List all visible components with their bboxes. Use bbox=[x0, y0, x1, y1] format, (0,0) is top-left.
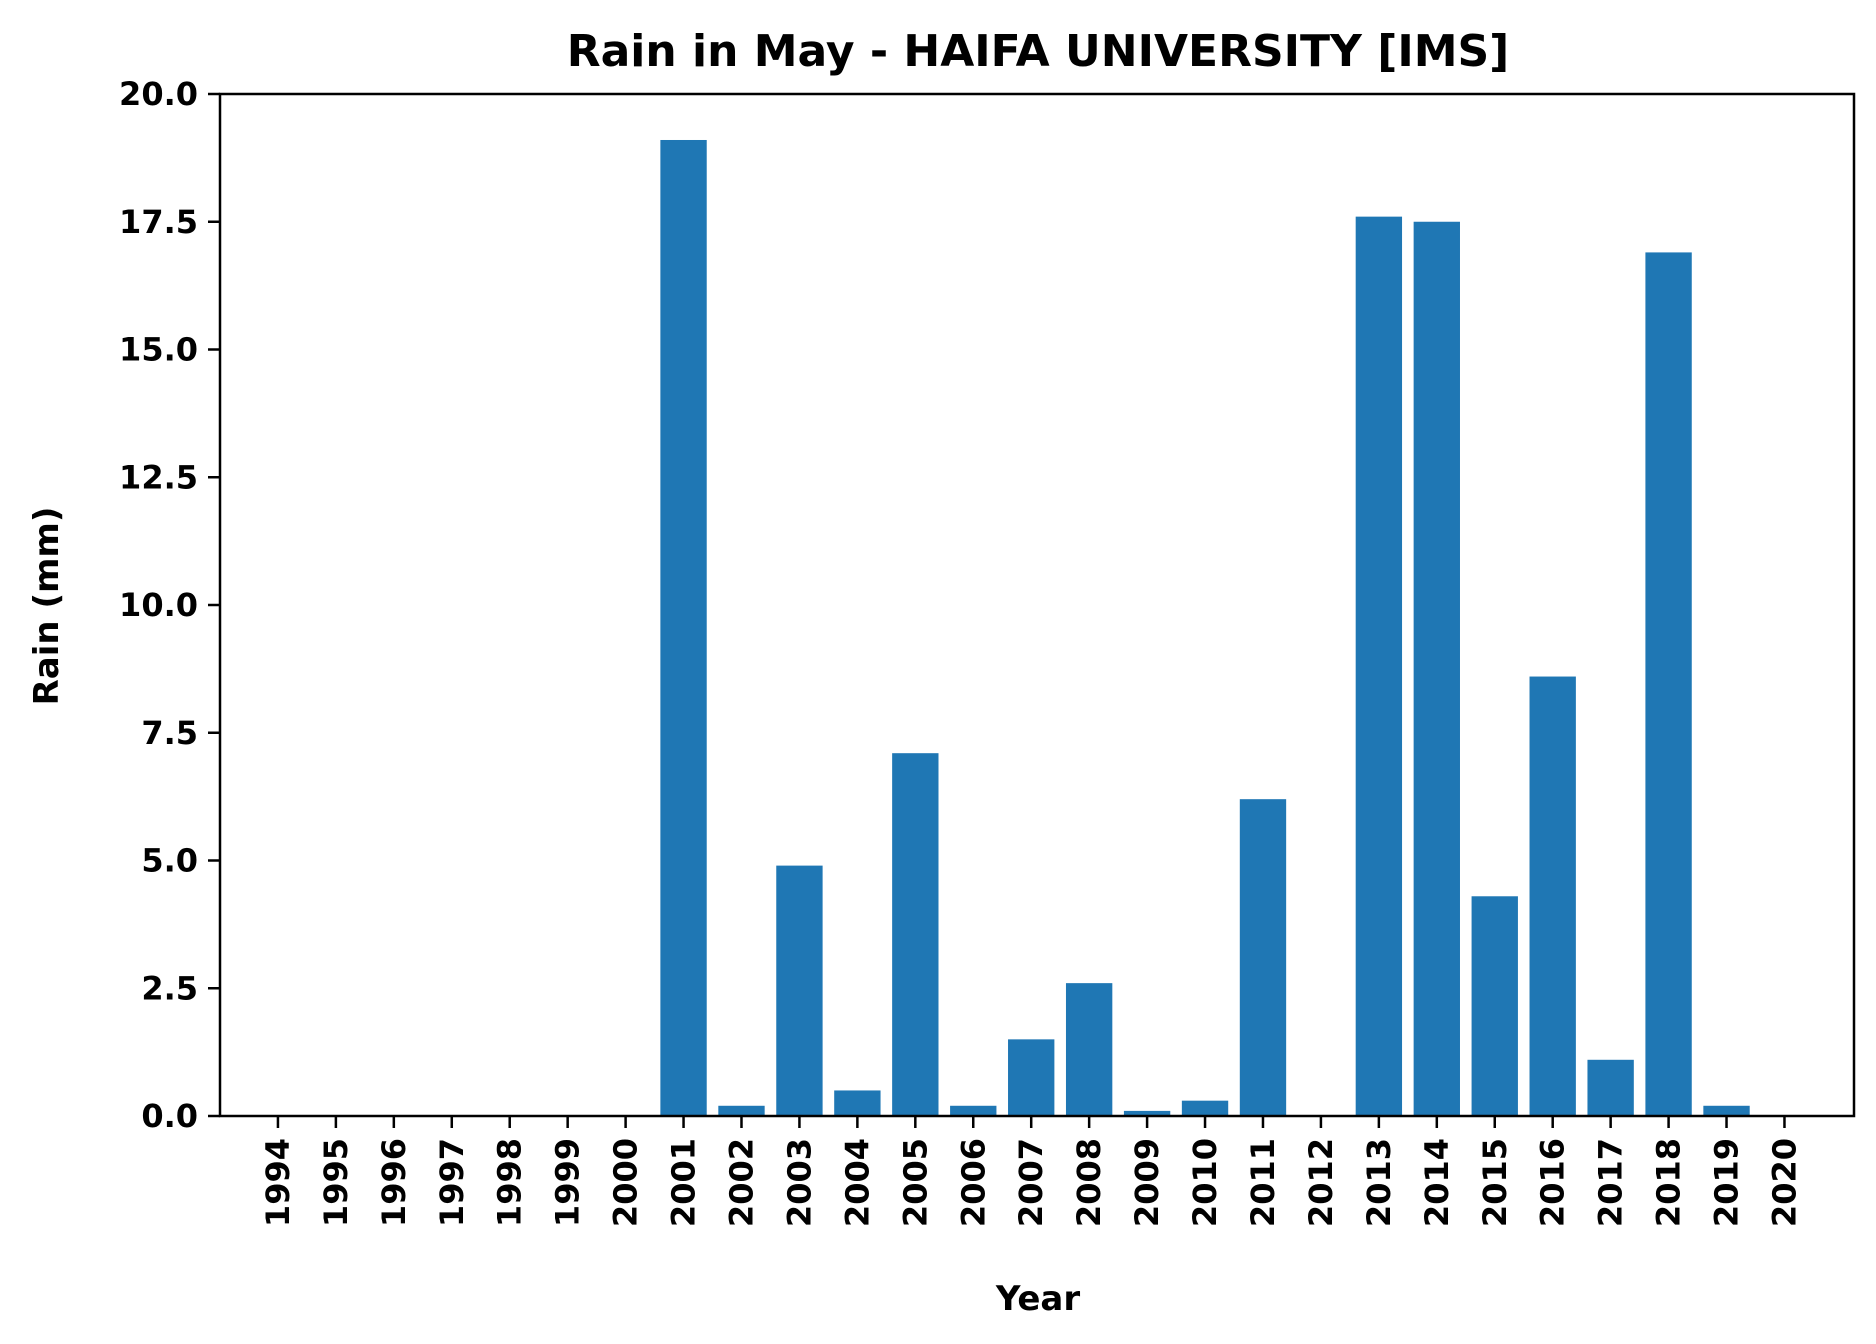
y-tick-label: 10.0 bbox=[119, 586, 198, 624]
plot-frame bbox=[218, 92, 1856, 1118]
x-tick-label: 2007 bbox=[1012, 1138, 1050, 1227]
x-tick-label: 2018 bbox=[1650, 1138, 1688, 1227]
chart-title: Rain in May - HAIFA UNIVERSITY [IMS] bbox=[567, 26, 1510, 77]
y-tick-label: 5.0 bbox=[141, 842, 198, 880]
x-tick-label: 2005 bbox=[896, 1138, 934, 1227]
x-tick-label: 2019 bbox=[1708, 1138, 1746, 1227]
y-tick-label: 12.5 bbox=[119, 458, 198, 496]
x-axis-label: Year bbox=[995, 1279, 1081, 1319]
x-tick-label: 2015 bbox=[1476, 1138, 1514, 1227]
x-tick-label: 2006 bbox=[954, 1138, 992, 1227]
bar-2009 bbox=[1123, 1110, 1171, 1116]
bar-2013 bbox=[1355, 216, 1403, 1116]
x-tick-label: 2002 bbox=[722, 1138, 760, 1227]
bar-2001 bbox=[660, 139, 707, 1117]
x-tick-label: 2003 bbox=[780, 1138, 818, 1227]
x-tick-label: 1996 bbox=[375, 1138, 413, 1227]
x-tick-label: 2016 bbox=[1534, 1138, 1572, 1227]
x-tick-label: 2008 bbox=[1070, 1138, 1108, 1227]
bar-2016 bbox=[1529, 676, 1576, 1116]
x-tick-label: 1994 bbox=[259, 1138, 297, 1227]
x-tick-label: 2004 bbox=[838, 1138, 876, 1227]
y-axis-label: Rain (mm) bbox=[27, 507, 67, 706]
x-tick-label: 2014 bbox=[1418, 1138, 1456, 1227]
x-tick-label: 1999 bbox=[549, 1138, 587, 1227]
x-tick-label: 2013 bbox=[1360, 1138, 1398, 1227]
y-tick-label: 20.0 bbox=[119, 75, 198, 113]
bar-2014 bbox=[1413, 221, 1460, 1116]
x-axis-ticks: 1994 1995 1996 1997 1998 1999 2000 2001 2002 2003… bbox=[259, 1116, 1803, 1227]
bar-2006 bbox=[950, 1105, 997, 1116]
bar-2017 bbox=[1587, 1059, 1634, 1116]
x-tick-label: 1997 bbox=[433, 1138, 471, 1227]
x-tick-label: 2020 bbox=[1765, 1138, 1803, 1227]
x-tick-label: 2000 bbox=[607, 1138, 645, 1227]
bar-2003 bbox=[776, 865, 823, 1116]
bar-2007 bbox=[1008, 1039, 1055, 1116]
x-tick-label: 2010 bbox=[1186, 1138, 1224, 1227]
y-tick-label: 0.0 bbox=[141, 1097, 198, 1135]
bar-2018 bbox=[1645, 252, 1692, 1116]
y-tick-label: 15.0 bbox=[119, 331, 198, 369]
x-tick-label: 2001 bbox=[665, 1138, 703, 1227]
bar-2005 bbox=[892, 753, 939, 1116]
bar-2019 bbox=[1703, 1105, 1750, 1116]
x-tick-label: 2012 bbox=[1302, 1138, 1340, 1227]
x-tick-label: 1998 bbox=[491, 1138, 529, 1227]
y-tick-label: 17.5 bbox=[119, 203, 198, 241]
bar-2010 bbox=[1181, 1100, 1229, 1116]
bar-2008 bbox=[1065, 983, 1113, 1116]
y-axis-ticks: 0.0 2.5 5.0 7.5 10.0 12.5 15.0 17.5 20.0 bbox=[119, 75, 220, 1135]
x-tick-label: 2009 bbox=[1128, 1138, 1166, 1227]
bar-2015 bbox=[1471, 896, 1518, 1116]
x-tick-label: 2017 bbox=[1592, 1138, 1630, 1227]
y-tick-label: 7.5 bbox=[141, 714, 198, 752]
bar-2004 bbox=[834, 1090, 881, 1116]
bar-2011 bbox=[1239, 799, 1287, 1116]
x-tick-label: 2011 bbox=[1244, 1138, 1282, 1227]
y-tick-label: 2.5 bbox=[141, 969, 198, 1007]
bar-2002 bbox=[718, 1105, 765, 1116]
x-tick-label: 1995 bbox=[317, 1138, 355, 1227]
bars-group bbox=[660, 139, 1750, 1117]
